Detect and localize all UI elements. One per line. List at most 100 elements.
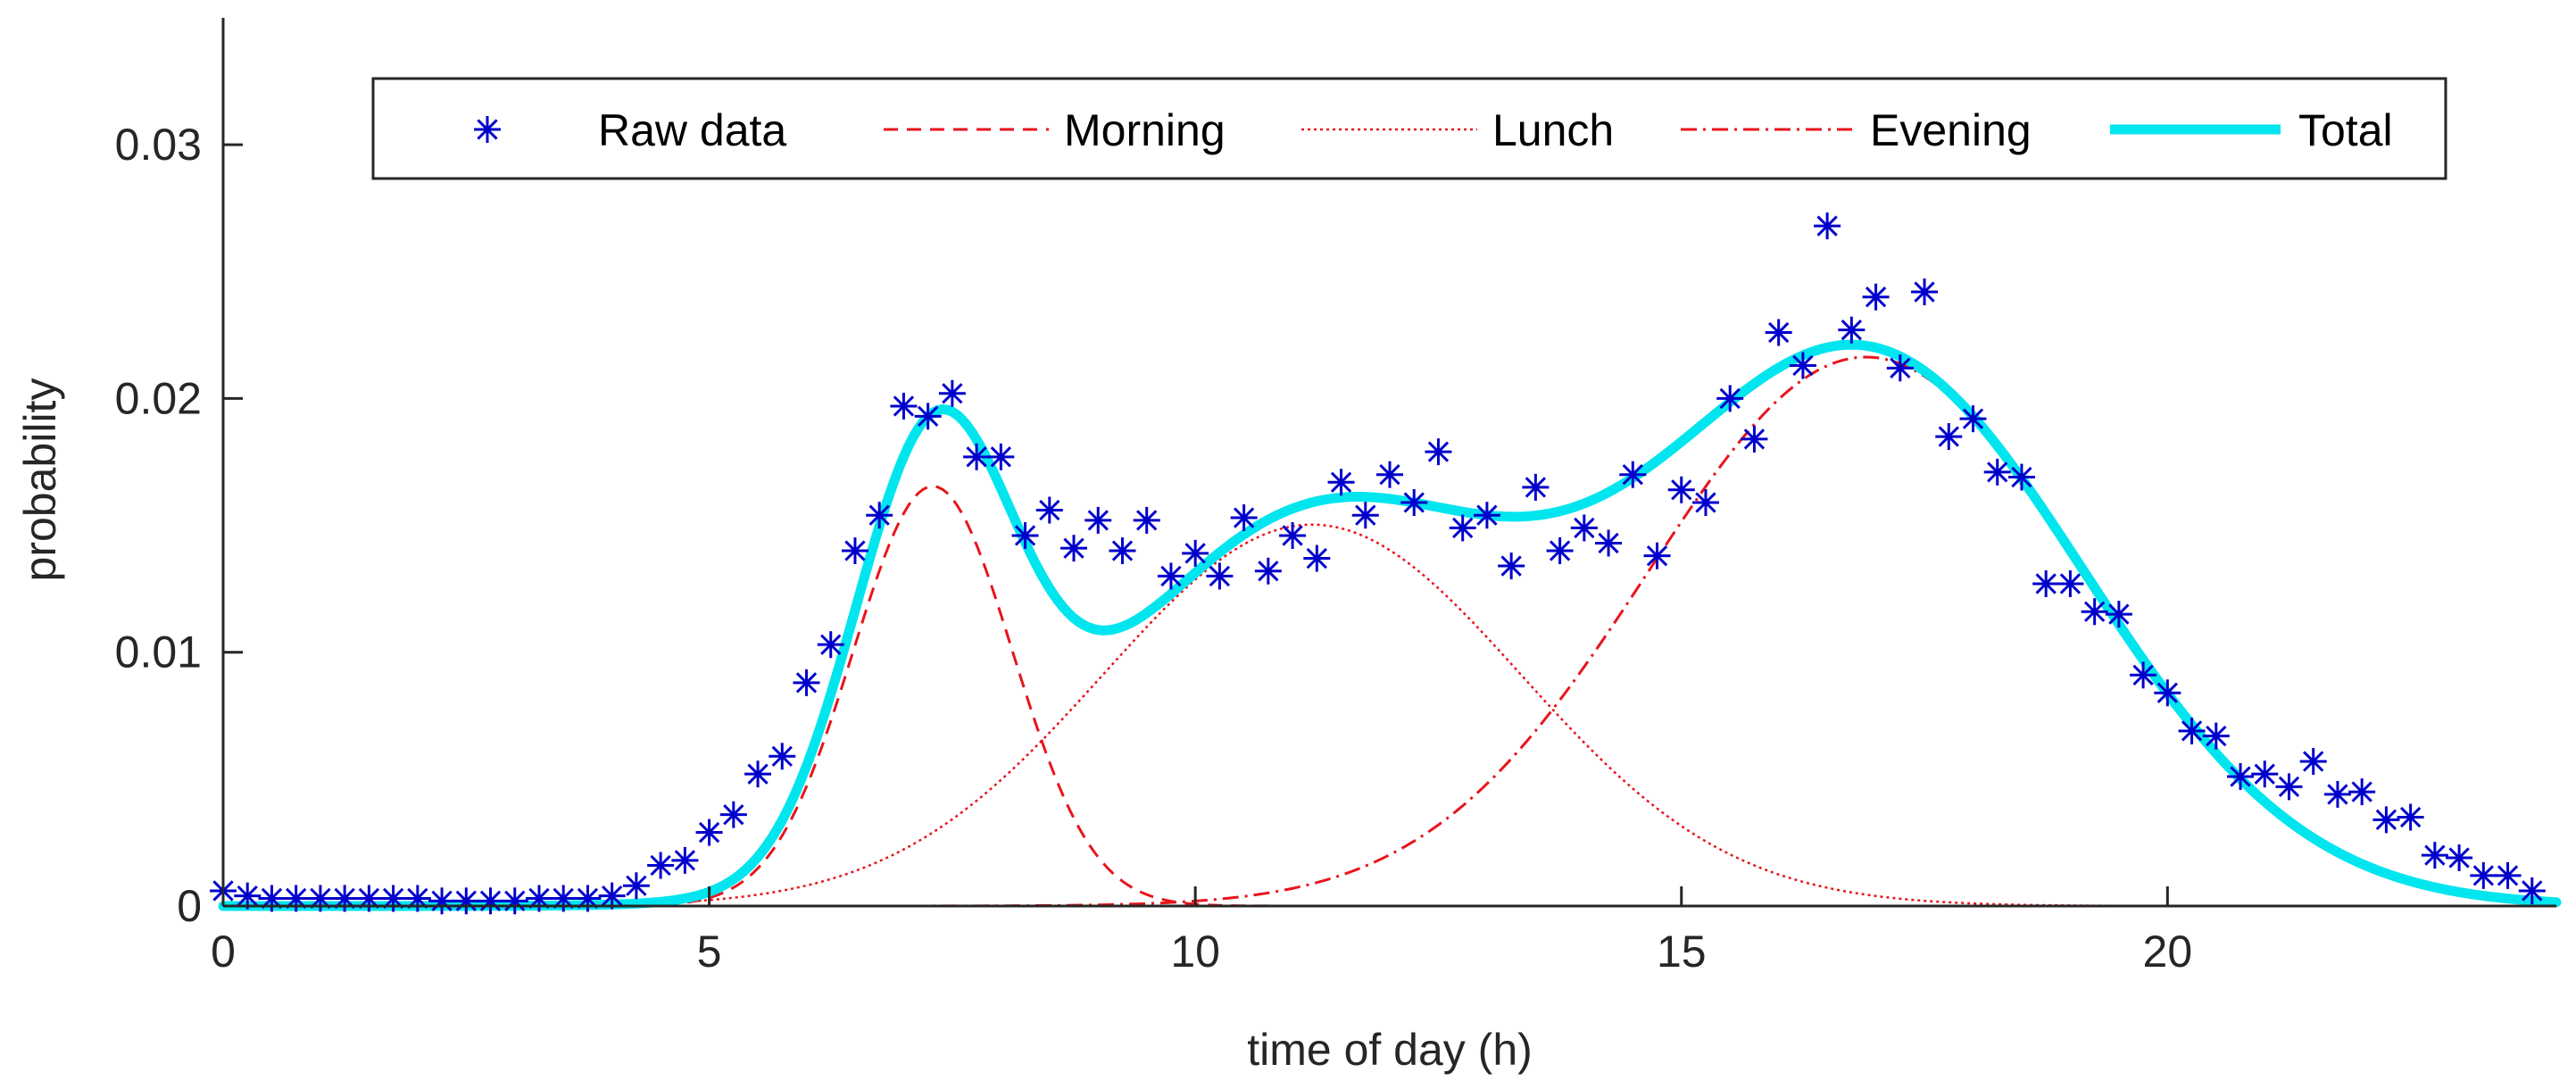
data-point: [1157, 562, 1184, 590]
data-point: [1400, 488, 1428, 516]
data-point: [550, 885, 578, 912]
legend: Raw data Morning Lunch Evening Total: [371, 77, 2447, 180]
legend-label-lunch: Lunch: [1492, 105, 1614, 155]
data-point: [1570, 514, 1598, 542]
data-point: [890, 392, 918, 420]
data-point: [1351, 502, 1379, 529]
data-point: [2105, 601, 2132, 628]
data-point: [453, 887, 480, 915]
data-point: [1741, 425, 1768, 453]
legend-label-total: Total: [2298, 105, 2393, 155]
x-tick-label: 15: [1657, 927, 1707, 977]
y-tick-label: 0: [177, 881, 202, 931]
data-point: [2299, 747, 2327, 775]
data-point: [817, 631, 844, 659]
data-point: [769, 743, 796, 770]
data-point: [428, 887, 456, 915]
data-point: [2348, 778, 2376, 806]
data-point: [1425, 438, 1452, 466]
legend-label-morning: Morning: [1064, 105, 1226, 155]
data-point: [1449, 514, 1476, 542]
data-point: [2081, 598, 2108, 626]
data-point: [1254, 557, 1282, 585]
data-point: [793, 669, 820, 696]
series-line-evening: [223, 355, 2557, 908]
data-point: [282, 885, 310, 912]
data-point: [1838, 316, 1866, 344]
x-tick-label: 0: [211, 927, 236, 977]
data-point: [1473, 502, 1500, 529]
data-point: [2007, 463, 2035, 491]
x-tick-label: 20: [2143, 927, 2193, 977]
data-point: [331, 885, 359, 912]
data-point: [1911, 278, 1939, 306]
data-point: [525, 885, 553, 912]
data-point: [477, 887, 504, 915]
data-point: [379, 885, 407, 912]
raw-data-points: [210, 212, 2546, 915]
data-point: [1522, 473, 1550, 501]
data-point: [1716, 385, 1744, 412]
data-point: [1886, 354, 1914, 382]
data-point: [574, 885, 602, 912]
data-point: [1667, 476, 1695, 503]
data-point: [1011, 521, 1039, 549]
data-point: [1765, 319, 1792, 346]
data-point: [1862, 283, 1890, 311]
data-point: [1060, 535, 1088, 562]
x-tick-label: 5: [697, 927, 722, 977]
data-point: [647, 852, 675, 879]
data-point: [355, 885, 383, 912]
data-point: [2154, 679, 2181, 707]
data-point: [1935, 423, 1963, 451]
data-point: [671, 846, 699, 874]
data-point: [1983, 458, 2011, 486]
data-point: [1206, 562, 1234, 590]
data-point: [2397, 803, 2424, 831]
data-point: [2421, 842, 2448, 869]
data-point: [1303, 544, 1331, 572]
legend-label-raw-data: Raw data: [598, 105, 786, 155]
data-point: [2032, 569, 2060, 597]
data-point: [2202, 722, 2230, 750]
data-point: [501, 887, 528, 915]
data-point: [1546, 537, 1574, 564]
data-point: [258, 885, 286, 912]
legend-marker-raw-data: [474, 116, 501, 143]
data-point: [914, 403, 942, 430]
data-point: [1133, 506, 1160, 534]
data-point: [2494, 861, 2522, 889]
y-tick-label: 0.03: [115, 120, 202, 170]
data-point: [1595, 529, 1623, 557]
series-line-total: [218, 339, 2562, 911]
data-point: [2130, 661, 2157, 689]
data-point: [2470, 861, 2497, 889]
data-point: [2446, 844, 2473, 871]
data-point: [2275, 773, 2303, 801]
data-point: [1109, 537, 1136, 564]
data-point: [744, 761, 772, 788]
data-point: [695, 819, 723, 846]
series-line-lunch: [223, 523, 2556, 908]
x-tick-label: 10: [1170, 927, 1220, 977]
data-point: [2323, 780, 2351, 808]
data-point: [1619, 461, 1647, 488]
y-axis-label: probability: [15, 378, 65, 582]
axes: 0 5 10 15 20 0 0.01 0.02 0.03 time of day (h) prob…: [15, 18, 2556, 1075]
data-point: [1643, 542, 1671, 569]
data-point: [719, 801, 747, 828]
data-point: [938, 379, 966, 407]
data-point: [1035, 496, 1063, 524]
component-curves: [223, 355, 2557, 908]
data-point: [1691, 488, 1719, 516]
data-point: [1959, 405, 1987, 433]
data-point: [841, 537, 868, 564]
data-point: [2372, 806, 2400, 834]
data-point: [2518, 877, 2546, 904]
data-point: [1279, 521, 1307, 549]
data-point: [306, 885, 334, 912]
data-point: [2227, 763, 2255, 791]
data-point: [403, 885, 431, 912]
